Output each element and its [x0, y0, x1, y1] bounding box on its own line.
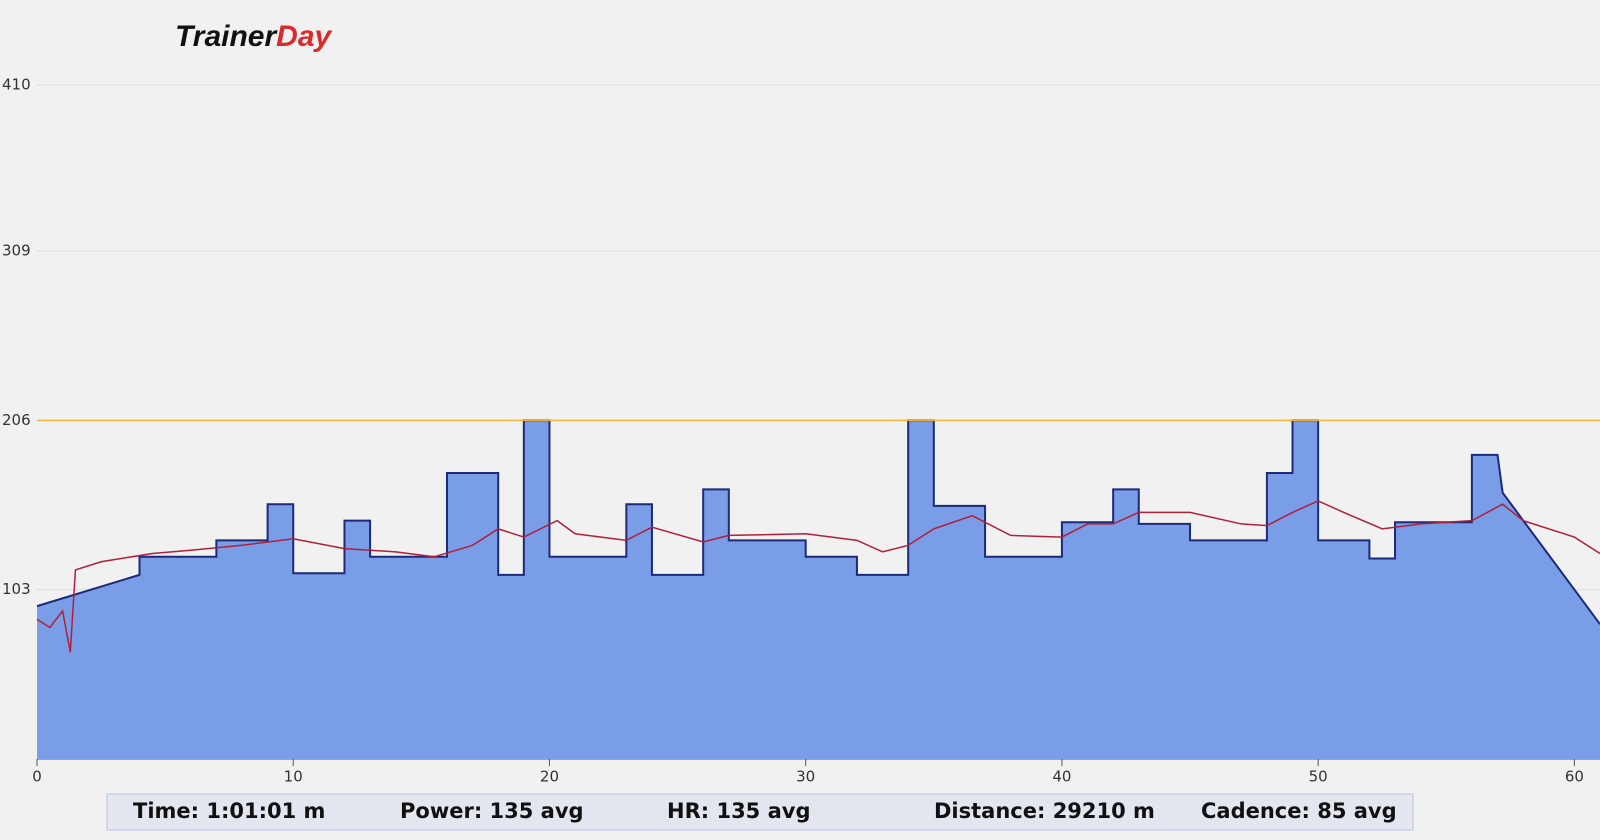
stat: Cadence: 85 avg	[1201, 799, 1397, 823]
stat: HR: 135 avg	[667, 799, 811, 823]
stat: Distance: 29210 m	[934, 799, 1155, 823]
stats-bar	[106, 793, 1414, 831]
logo-part: Day	[276, 20, 332, 53]
y-tick-label: 309	[2, 242, 31, 260]
stat: Power: 135 avg	[400, 799, 584, 823]
x-tick-label: 60	[1565, 768, 1584, 786]
x-tick-label: 20	[540, 768, 559, 786]
y-tick-label: 206	[2, 411, 31, 429]
y-tick-label: 103	[2, 580, 31, 598]
x-tick-label: 10	[284, 768, 303, 786]
x-tick-label: 50	[1309, 768, 1328, 786]
logo-part: Trainer	[175, 20, 278, 53]
x-tick-label: 0	[32, 768, 42, 786]
x-tick-label: 40	[1052, 768, 1071, 786]
x-tick-label: 30	[796, 768, 815, 786]
stat: Time: 1:01:01 m	[133, 799, 325, 823]
power-area	[37, 420, 1600, 759]
logo: TrainerDay	[175, 20, 333, 53]
hr-line	[36, 500, 1600, 653]
y-tick-label: 410	[2, 76, 31, 94]
